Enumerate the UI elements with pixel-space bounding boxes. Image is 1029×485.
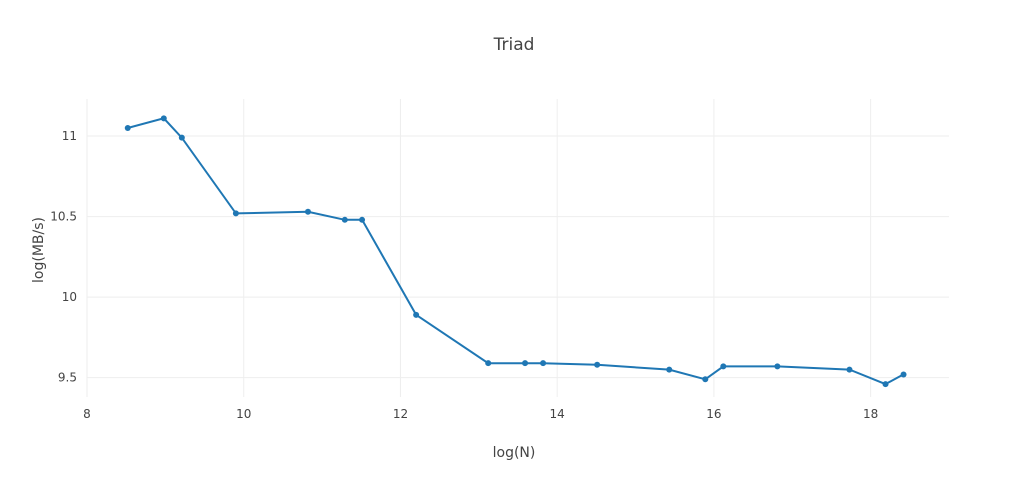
data-point: [359, 216, 366, 223]
y-axis-ticks: 9.5 10 10.5 11: [50, 129, 77, 385]
data-point: [882, 381, 889, 388]
data-point: [124, 124, 131, 131]
data-point: [232, 210, 239, 217]
grid-lines: [86, 99, 949, 397]
series-layer: [124, 115, 907, 388]
y-axis-title: log(MB/s): [31, 217, 47, 283]
x-tick-label: 16: [706, 407, 721, 421]
data-point: [522, 360, 529, 367]
x-tick-label: 8: [83, 407, 91, 421]
data-point: [666, 366, 673, 373]
data-point: [485, 360, 492, 367]
x-tick-label: 14: [550, 407, 565, 421]
data-point: [774, 363, 781, 370]
data-point: [702, 376, 709, 383]
data-point: [178, 134, 185, 141]
y-tick-label: 11: [62, 129, 77, 143]
data-point: [540, 360, 547, 367]
y-tick-label: 10.5: [50, 210, 77, 224]
data-point: [413, 311, 420, 318]
chart-title: Triad: [493, 35, 535, 55]
x-axis-ticks: 8 10 12 14 16 18: [83, 407, 878, 421]
x-tick-label: 10: [236, 407, 251, 421]
y-tick-label: 9.5: [58, 371, 77, 385]
data-point: [720, 363, 727, 370]
data-point: [846, 366, 853, 373]
data-point: [304, 208, 311, 215]
x-axis-title: log(N): [493, 445, 536, 461]
data-point: [341, 216, 348, 223]
x-tick-label: 12: [393, 407, 408, 421]
data-point: [900, 371, 907, 378]
data-point: [594, 361, 601, 368]
y-tick-label: 10: [62, 290, 77, 304]
x-tick-label: 18: [863, 407, 878, 421]
data-point: [160, 115, 167, 122]
